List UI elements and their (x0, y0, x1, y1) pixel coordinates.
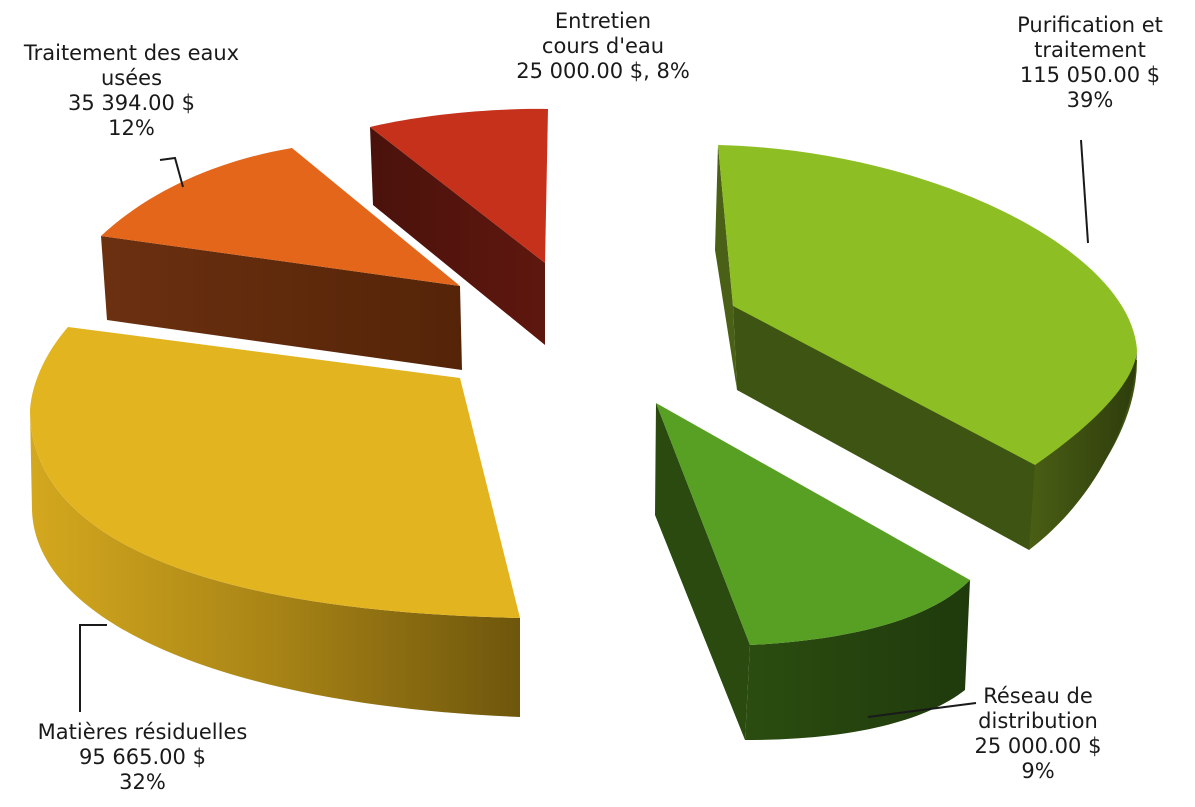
slice-matieres-top (30, 327, 520, 618)
slice-traitement (101, 148, 462, 370)
slice-entretien-side (370, 127, 545, 345)
label-reseau-line-4: 9% (1021, 759, 1055, 783)
label-purification-line-2: traitement (1034, 38, 1146, 62)
label-matieres: Matières résiduelles 95 665.00 $ 32% (10, 720, 275, 795)
slice-entretien-top (370, 108, 548, 263)
label-traitement-line-3: 35 394.00 $ (68, 91, 195, 115)
slice-traitement-top (101, 148, 460, 286)
label-traitement: Traitement des eaux usées 35 394.00 $ 12… (4, 41, 259, 141)
label-traitement-line-4: 12% (108, 116, 155, 140)
leader-line-matieres (79, 624, 107, 712)
label-reseau: Réseau de distribution 25 000.00 $ 9% (958, 684, 1118, 784)
leader-line-purification (1080, 139, 1089, 244)
label-purification-line-3: 115 050.00 $ (1019, 63, 1161, 87)
label-purification-line-4: 39% (1066, 88, 1114, 112)
label-matieres-line-3: 32% (119, 770, 166, 794)
label-entretien-line-1: Entretien (554, 9, 652, 33)
label-purification-line-1: Purification et (1017, 13, 1163, 37)
label-entretien-line-3: 25 000.00 $, 8% (516, 59, 690, 83)
slice-purification (715, 145, 1137, 550)
slice-entretien (370, 108, 548, 345)
label-traitement-line-1: Traitement des eaux (23, 41, 240, 65)
label-entretien-line-2: cours d'eau (541, 34, 665, 58)
slice-reseau-top (656, 403, 970, 645)
label-reseau-line-2: distribution (978, 709, 1098, 733)
slice-reseau-side-left (655, 403, 750, 740)
slice-matieres (30, 327, 520, 717)
slice-reseau (655, 403, 970, 740)
label-purification: Purification et traitement 115 050.00 $ … (1000, 13, 1180, 113)
slice-reseau-outer (745, 580, 970, 740)
label-matieres-line-2: 95 665.00 $ (79, 745, 206, 769)
slice-traitement-side (101, 236, 462, 370)
leader-line-traitement (159, 156, 184, 188)
slice-purification-outer (1029, 350, 1137, 550)
label-entretien: Entretien cours d'eau 25 000.00 $, 8% (488, 9, 718, 84)
leader-line-reseau (867, 702, 977, 718)
slice-purification-inner (715, 145, 737, 390)
label-matieres-line-1: Matières résiduelles (37, 720, 248, 744)
label-reseau-line-3: 25 000.00 $ (974, 734, 1102, 758)
label-traitement-line-2: usées (100, 66, 163, 90)
label-reseau-line-1: Réseau de (983, 684, 1093, 708)
slice-purification-top (718, 145, 1137, 465)
slice-matieres-outer (30, 410, 520, 717)
